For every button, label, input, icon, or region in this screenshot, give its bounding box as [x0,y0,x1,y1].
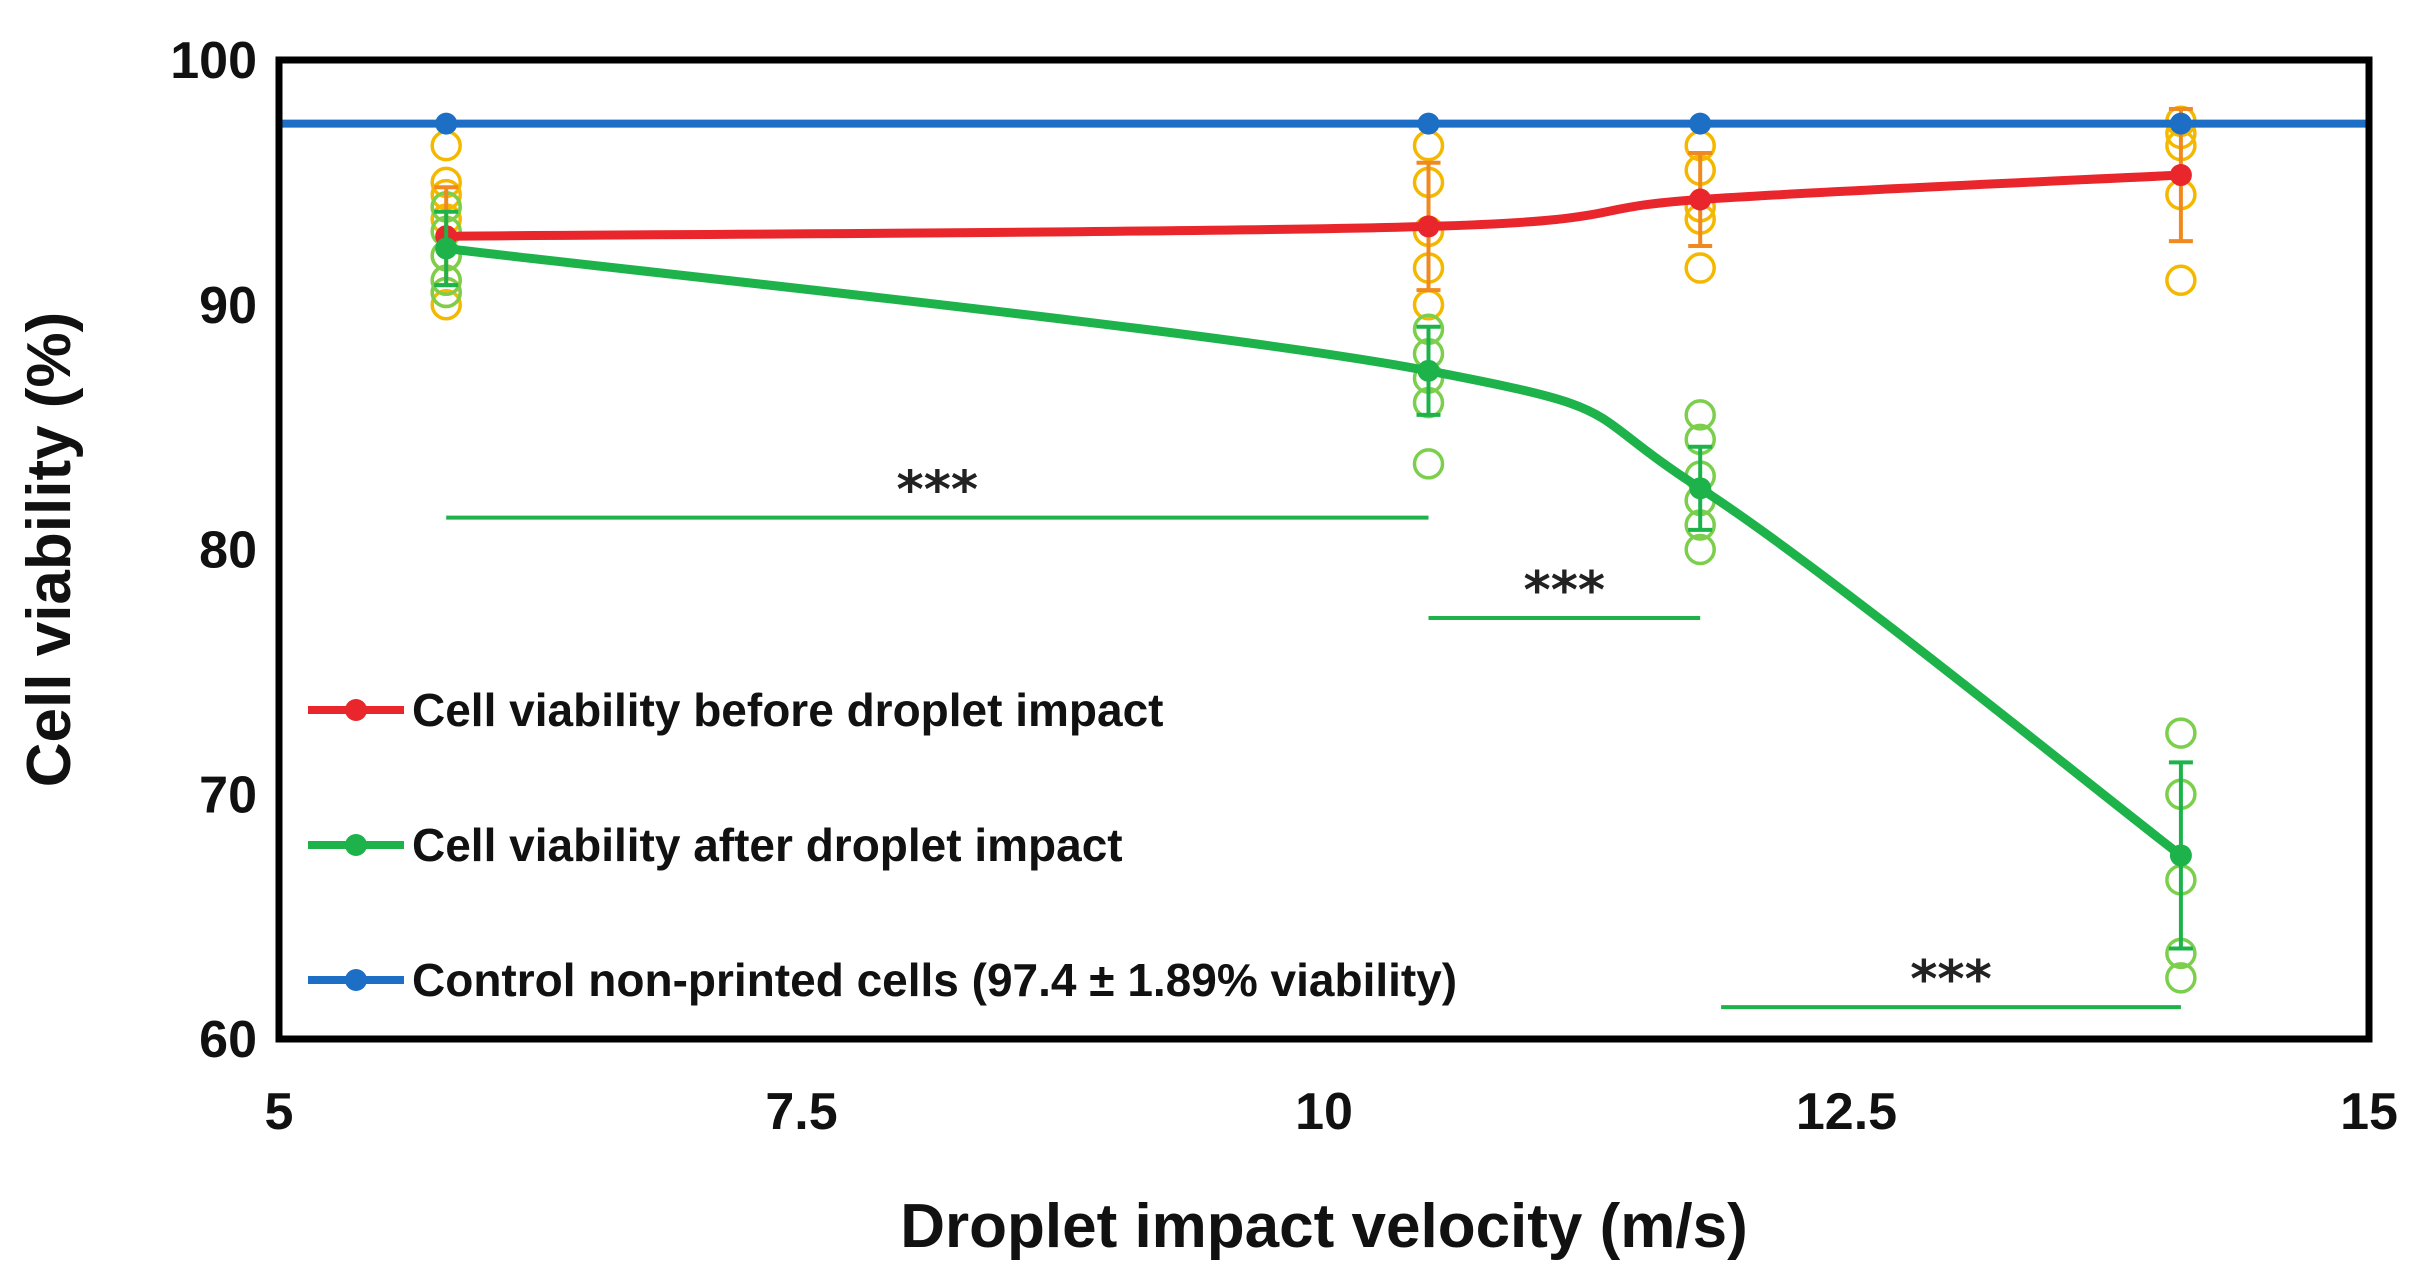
significance-label: *** [897,461,979,521]
plot-frame [275,56,2373,1043]
sample-point [1684,252,1716,284]
sample-point [1412,448,1445,480]
sample-point [430,129,462,162]
data-point [1689,188,1712,211]
series-line-0 [441,170,2186,241]
data-point [1689,477,1712,500]
data-point [1417,112,1440,135]
x-tick-label: 7.5 [765,1083,837,1141]
y-tick-label: 90 [199,277,257,335]
legend-swatch-marker [345,834,367,856]
sample-point [1684,533,1716,566]
sample-point [2165,264,2197,297]
legend-swatch-marker [345,699,367,721]
legend-label: Cell viability before droplet impact [412,684,1164,736]
x-tick-label: 10 [1295,1083,1353,1141]
data-point [2169,112,2192,135]
data-point [1689,112,1712,135]
series-line-1 [441,243,2186,860]
significance-annotations: *** *** *** [446,461,2181,1010]
sample-point [1684,399,1716,431]
sample-point [2165,717,2197,749]
data-point [1417,215,1440,238]
y-tick-label: 80 [199,522,257,580]
x-axis-title: Droplet impact velocity (m/s) [900,1192,1748,1261]
x-tick-label: 5 [265,1083,294,1141]
legend-swatch-marker [345,969,367,991]
sample-point [2165,962,2197,994]
data-point [2169,164,2192,187]
y-tick-label: 100 [170,32,257,90]
y-axis-title: Cell viability (%) [15,312,84,787]
significance-label: *** [1524,561,1606,621]
legend-label: Cell viability after droplet impact [412,819,1123,871]
sample-point [1412,129,1445,162]
axis-ticks: 60 70 80 90 100 5 7.5 10 12.5 15 [170,32,2398,1141]
significance-label: *** [1910,950,1992,1010]
legend: Cell viability before droplet impact Cell… [308,684,1457,1006]
data-point [2169,844,2192,867]
x-tick-label: 15 [2340,1083,2398,1141]
data-point [435,112,458,135]
data-point [1417,359,1440,382]
data-point [435,237,458,260]
y-tick-label: 70 [199,766,257,824]
legend-label: Control non-printed cells (97.4 ± 1.89% … [412,954,1457,1006]
series-lines [279,106,2369,951]
sample-point [430,289,462,321]
y-tick-label: 60 [199,1011,257,1069]
x-tick-label: 12.5 [1796,1083,1897,1141]
